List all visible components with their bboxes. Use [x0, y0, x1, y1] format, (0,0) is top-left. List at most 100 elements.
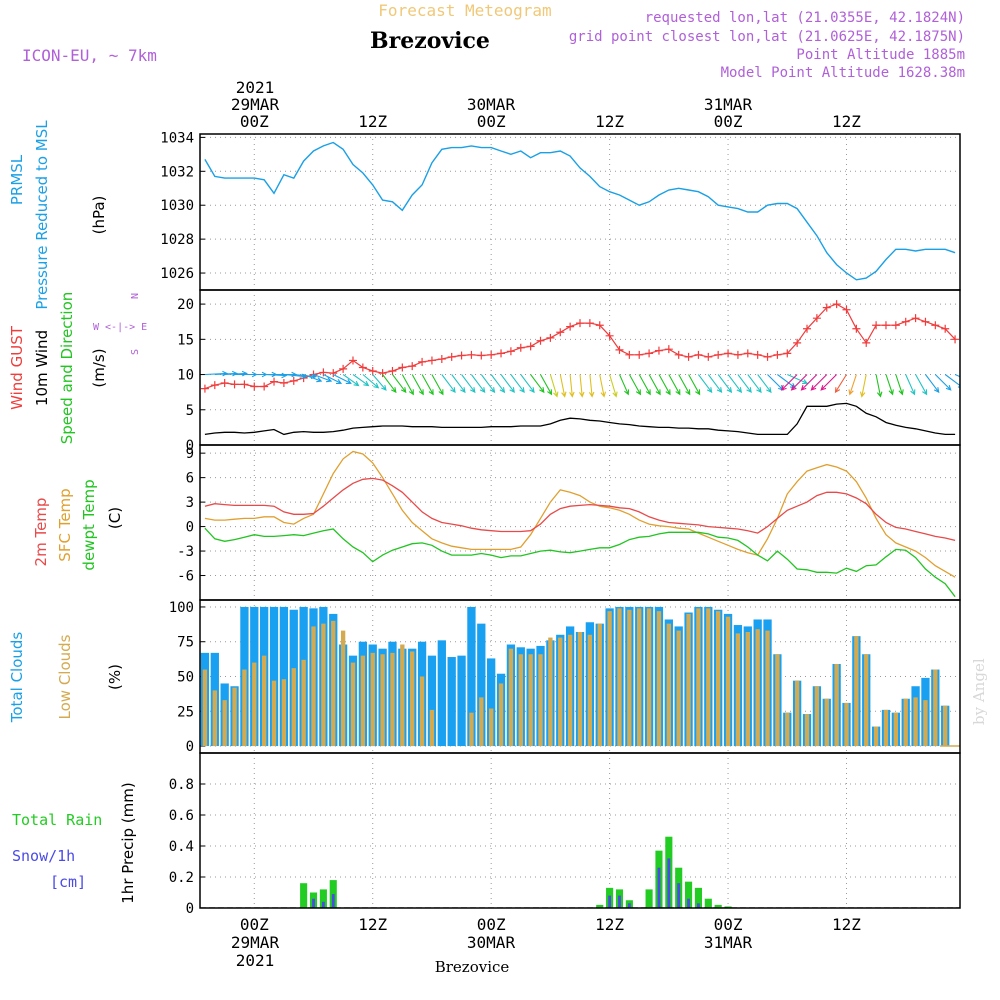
gust-point: [842, 305, 851, 314]
gust-point: [704, 352, 713, 361]
top-day-label: 30MAR: [467, 95, 516, 114]
wind-arrow: [638, 374, 651, 396]
gust-point: [408, 362, 417, 371]
gust-point: [812, 314, 821, 323]
low-cloud-bar: [232, 687, 237, 747]
wind-arrow: [421, 374, 434, 396]
gust-point: [724, 349, 733, 358]
wind-arrow: [362, 374, 380, 389]
y-tick-label: 0.8: [169, 777, 194, 793]
wind-arrow: [579, 374, 585, 398]
gust-point: [220, 379, 229, 387]
wind-arrow: [905, 374, 916, 396]
gust-point: [546, 333, 555, 342]
top-hour-label: 12Z: [832, 112, 861, 131]
wind-arrow: [934, 374, 952, 391]
top-day-label: 29MAR: [231, 95, 280, 114]
wind-arrow: [480, 374, 496, 394]
panel-clouds: 0 25 50 75 100: [169, 599, 961, 755]
wind-arrow: [885, 374, 894, 396]
wind-arrow: [352, 374, 370, 387]
rain-bar: [319, 889, 327, 908]
total-cloud-bar: [487, 658, 496, 747]
total-cloud-bar: [269, 606, 279, 747]
low-cloud-bar: [222, 700, 227, 747]
low-cloud-bar: [824, 698, 829, 747]
gust-point: [635, 350, 644, 359]
gust-point: [477, 351, 486, 360]
gust-point: [516, 343, 525, 352]
pressure-label-prmsl: PRMSL: [8, 154, 26, 205]
low-cloud-bar: [479, 697, 484, 747]
requested-coords: requested lon,lat (21.0355E, 42.1824N): [645, 10, 965, 26]
low-cloud-bar: [943, 705, 948, 747]
wind-arrow: [559, 374, 567, 398]
gust-point: [230, 380, 239, 389]
gust-point: [733, 350, 742, 359]
low-cloud-bar: [538, 654, 543, 747]
watermark: by Angel: [970, 658, 988, 725]
low-cloud-bar: [261, 655, 267, 747]
bottom-day-label: 29MAR: [231, 933, 280, 952]
wind-arrow: [431, 374, 444, 396]
top-hour-label: 00Z: [477, 112, 506, 131]
y-tick-label: 0: [186, 739, 194, 755]
wind-arrow: [392, 374, 407, 394]
low-cloud-bar: [923, 700, 928, 747]
low-cloud-bar: [498, 683, 504, 747]
total-cloud-bar: [457, 655, 466, 747]
rain-legend: Total Rain: [12, 811, 102, 829]
wind-arrow: [303, 373, 323, 383]
rain-bar: [694, 887, 702, 908]
gust-point: [822, 303, 831, 312]
gust-point: [931, 321, 940, 330]
wind-arrow: [648, 374, 661, 396]
gust-point: [200, 384, 209, 393]
wind-arrow: [859, 374, 867, 398]
gust-point: [862, 338, 871, 347]
low-cloud-bar: [864, 654, 869, 747]
wind-arrow: [688, 374, 701, 396]
wind-arrow: [925, 374, 940, 394]
bottom-year: 2021: [236, 951, 275, 970]
low-cloud-bar: [331, 620, 336, 747]
snow-bar: [331, 894, 335, 908]
gust-point: [368, 367, 377, 376]
low-cloud-bar: [360, 655, 366, 747]
wind-arrow: [520, 374, 535, 394]
low-cloud-bar: [340, 630, 346, 747]
wind-arrow: [342, 374, 360, 387]
wind-speed-line: [204, 402, 956, 436]
gust-point: [694, 350, 703, 359]
gust-point: [260, 382, 269, 391]
bottom-hour-label: 12Z: [358, 915, 387, 934]
panel-pressure: 1026 1028 1030 1032 1034: [160, 130, 961, 291]
wind-arrow: [313, 373, 333, 383]
compass-we: W <-|-> E: [93, 322, 147, 333]
wind-arrow: [678, 374, 691, 396]
low-cloud-bar: [834, 663, 839, 747]
rain-bar: [300, 883, 308, 908]
gust-point: [941, 324, 950, 333]
gust-point: [793, 338, 802, 347]
low-cloud-bar: [390, 652, 395, 747]
gust-point: [832, 300, 841, 309]
wind-arrow: [382, 374, 397, 394]
low-cloud-bar: [400, 644, 405, 747]
clouds-unit: (%): [106, 664, 124, 690]
low-cloud-bar: [775, 654, 780, 747]
low-cloud-bar: [311, 626, 316, 747]
gust-point: [615, 345, 624, 354]
wind-arrow: [810, 374, 828, 391]
wind-arrow: [609, 374, 618, 398]
total-cloud-bar: [447, 657, 456, 747]
rain-bar: [685, 881, 693, 908]
pressure-label-msl: Pressure Reduced to MSL: [33, 120, 51, 310]
snow-legend: Snow/1h: [12, 847, 75, 865]
gust-point: [388, 367, 397, 376]
wind-arrow: [895, 374, 904, 396]
snow-bar: [667, 858, 671, 908]
wind-arrow: [588, 374, 595, 398]
low-cloud-bar: [794, 680, 800, 747]
wind-arrow: [727, 374, 743, 394]
